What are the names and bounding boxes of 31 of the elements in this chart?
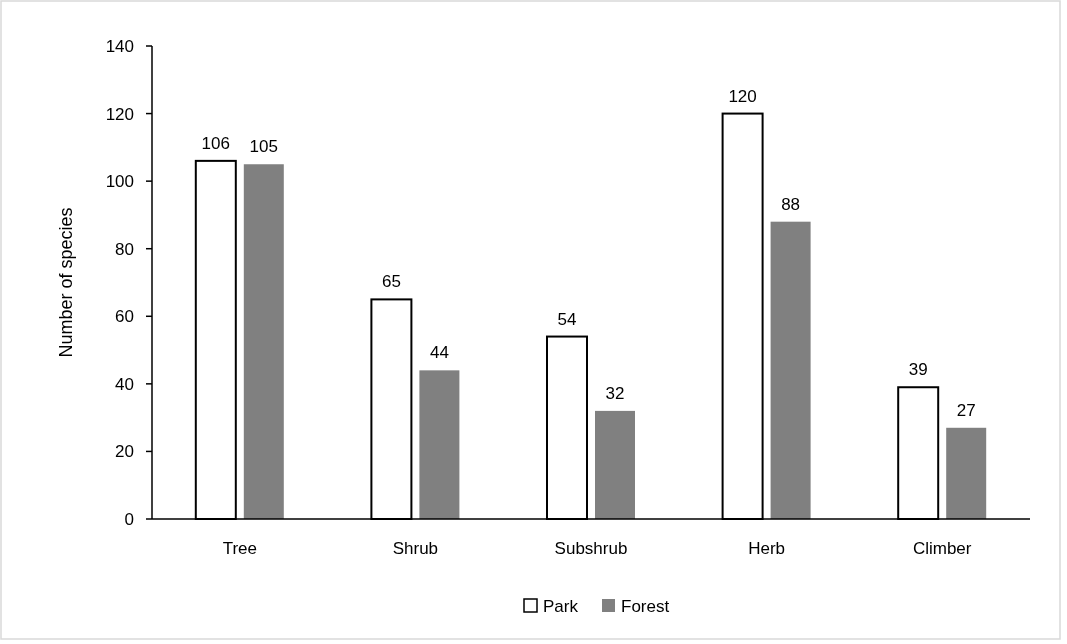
y-tick-label: 40 (115, 374, 134, 394)
bar (419, 370, 460, 519)
data-label: 105 (249, 137, 278, 157)
data-label: 54 (557, 309, 577, 329)
data-label: 39 (908, 360, 928, 380)
x-tick-label: Subshrub (554, 539, 628, 558)
data-label: 88 (781, 194, 801, 214)
x-tick-label: Climber (912, 539, 972, 558)
data-label: 120 (728, 86, 757, 106)
y-axis-title: Number of species (56, 207, 76, 358)
bar (243, 164, 284, 519)
x-tick-label: Herb (748, 539, 786, 558)
y-tick-label: 20 (115, 442, 134, 462)
y-tick-label: 140 (105, 36, 134, 56)
y-tick-label: 100 (105, 172, 134, 192)
bar (770, 221, 811, 519)
data-label: 27 (956, 400, 976, 420)
y-tick-label: 60 (115, 307, 134, 327)
bar (595, 410, 635, 519)
y-tick-label: 120 (105, 104, 134, 124)
x-tick-label: Tree (222, 539, 257, 558)
x-tick-label: Shrub (392, 539, 439, 558)
data-label: 106 (201, 133, 230, 153)
legend-label: Forest (621, 596, 670, 616)
data-label: 65 (381, 272, 401, 292)
y-tick-label: 80 (115, 239, 134, 259)
bar (946, 427, 987, 519)
data-label: 32 (605, 383, 625, 403)
legend-label: Park (543, 596, 579, 616)
data-label: 44 (429, 343, 449, 363)
y-tick-label: 0 (124, 509, 134, 529)
